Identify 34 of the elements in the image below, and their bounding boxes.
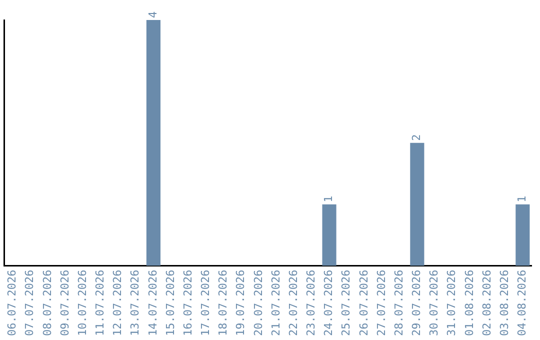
x-tick-label: 07.07.2026 (23, 270, 36, 336)
x-tick-label: 15.07.2026 (164, 270, 177, 336)
data-label: 2 (410, 134, 424, 141)
x-tick-label: 12.07.2026 (111, 270, 124, 336)
x-tick-label: 11.07.2026 (94, 270, 107, 336)
x-tick-label: 17.07.2026 (199, 270, 212, 336)
x-tick-label: 18.07.2026 (216, 270, 230, 336)
x-tick-label: 31.07.2026 (445, 270, 458, 336)
data-label: 1 (516, 196, 529, 202)
x-tick-label: 04.08.2026 (516, 270, 529, 336)
x-tick-label: 22.07.2026 (286, 270, 300, 336)
x-tick-label: 23.07.2026 (304, 270, 318, 336)
x-tick-label: 14.07.2026 (146, 270, 160, 336)
x-tick-label: 24.07.2026 (322, 270, 336, 336)
x-tick-label: 27.07.2026 (374, 270, 388, 336)
x-tick-label: 30.07.2026 (428, 270, 441, 336)
x-tick-label: 10.07.2026 (76, 270, 89, 336)
x-tick-label: 06.07.2026 (6, 270, 19, 336)
x-tick-label: 20.07.2026 (252, 270, 265, 336)
x-tick-label: 19.07.2026 (234, 270, 248, 336)
x-tick-label: 21.07.2026 (269, 270, 282, 336)
x-tick-label: 09.07.2026 (58, 270, 72, 336)
x-tick-label: 01.08.2026 (462, 270, 476, 336)
x-tick-label: 26.07.2026 (357, 270, 370, 336)
x-tick-label: 03.08.2026 (498, 270, 511, 336)
x-tick-label: 13.07.2026 (128, 270, 142, 336)
x-tick-label: 16.07.2026 (181, 270, 194, 336)
x-tick-label: 02.08.2026 (480, 270, 494, 336)
x-tick-label: 25.07.2026 (340, 270, 353, 336)
x-tick-label: 29.07.2026 (410, 270, 424, 336)
x-tick-label: 08.07.2026 (40, 270, 54, 336)
data-label: 1 (322, 196, 336, 202)
data-label: 4 (146, 11, 160, 18)
x-tick-label: 28.07.2026 (392, 270, 406, 336)
